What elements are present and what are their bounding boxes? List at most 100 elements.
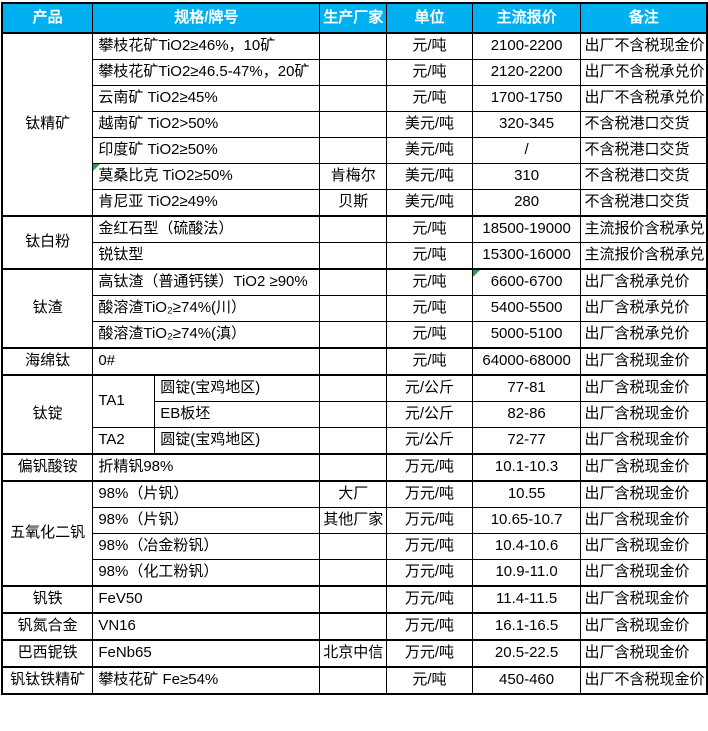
table-row: 98%（化工粉钒） 万元/吨 10.9-11.0 出厂含税现金价 (2, 559, 708, 587)
note-cell: 不含税港口交货 (580, 111, 708, 138)
unit-cell: 美元/吨 (386, 137, 473, 164)
maker-cell (319, 427, 388, 455)
price-cell: 82-86 (471, 401, 582, 428)
spec-cell: 锐钛型 (92, 242, 321, 270)
table-row: 钒钛铁精矿 攀枝花矿 Fe≥54% 元/吨 450-460 出厂不含税现金价 (1, 666, 708, 695)
maker-cell (319, 85, 388, 112)
unit-cell: 万元/吨 (386, 559, 473, 587)
unit-cell: 元/吨 (386, 347, 473, 376)
unit-cell: 元/吨 (386, 215, 473, 243)
note-cell: 出厂含税现金价 (580, 639, 708, 668)
price-cell: 10.55 (471, 480, 582, 508)
price-cell: / (471, 137, 582, 164)
price-cell: 18500-19000 (471, 215, 582, 243)
note-cell: 出厂含税现金价 (580, 612, 708, 641)
table-row: 钛精矿 攀枝花矿TiO2≥46%，10矿 元/吨 2100-2200 出厂不含税现金价 (1, 32, 708, 217)
product-cell: 巴西铌铁 (1, 639, 94, 668)
price-table-body: 钛精矿 攀枝花矿TiO2≥46%，10矿 元/吨 2100-2200 出厂不含税现金价攀… (1, 32, 708, 695)
unit-cell: 元/吨 (386, 59, 473, 86)
spec-cell: 攀枝花矿TiO2≥46.5-47%，20矿 (92, 59, 321, 86)
price-cell: 20.5-22.5 (471, 639, 582, 668)
unit-cell: 元/吨 (386, 85, 473, 112)
maker-cell (319, 533, 388, 560)
unit-cell: 元/公斤 (386, 427, 473, 455)
price-cell: 5000-5100 (471, 321, 582, 349)
maker-cell: 北京中信 (319, 639, 388, 668)
note-cell: 出厂含税现金价 (580, 480, 708, 508)
table-row: 巴西铌铁 FeNb65 北京中信 万元/吨 20.5-22.5 出厂含税现金价 (1, 639, 708, 668)
product-cell: 海绵钛 (1, 347, 94, 376)
price-table: 产品 规格/牌号 生产厂家 单位 主流报价 备注 钛精矿 攀枝花矿TiO2≥46%… (1, 2, 708, 695)
maker-cell (319, 137, 388, 164)
spec-cell: 酸溶渣TiO₂≥74%(川） (92, 295, 321, 322)
maker-cell (319, 666, 388, 695)
note-cell: 出厂不含税承兑价 (580, 59, 708, 86)
note-cell: 出厂含税现金价 (580, 507, 708, 534)
table-row: 钛渣 高钛渣（普通钙镁）TiO2 ≥90% 元/吨 6600-6700 出厂含税承兑价 (1, 268, 708, 349)
price-cell: 11.4-11.5 (471, 585, 582, 614)
unit-cell: 元/吨 (386, 32, 473, 60)
spec-cell: FeV50 (92, 585, 321, 614)
note-cell: 不含税港口交货 (580, 189, 708, 217)
price-cell: 450-460 (471, 666, 582, 695)
table-row: 酸溶渣TiO₂≥74%(川） 元/吨 5400-5500 出厂含税承兑价 (2, 295, 708, 322)
note-cell: 出厂不含税承兑价 (580, 85, 708, 112)
unit-cell: 元/吨 (386, 242, 473, 270)
maker-cell: 大厂 (319, 480, 388, 508)
table-row: 钛白粉 金红石型（硫酸法） 元/吨 18500-19000 主流报价含税承兑 (1, 215, 708, 270)
price-cell: 10.9-11.0 (471, 559, 582, 587)
note-cell: 不含税港口交货 (580, 137, 708, 164)
table-row: 钒铁 FeV50 万元/吨 11.4-11.5 出厂含税现金价 (1, 585, 708, 614)
spec-cell: 肯尼亚 TiO2≥49% (92, 189, 321, 217)
price-cell: 2100-2200 (471, 32, 582, 60)
unit-cell: 万元/吨 (386, 453, 473, 482)
table-row: 海绵钛 0# 元/吨 64000-68000 出厂含税现金价 (1, 347, 708, 376)
spec-cell: 酸溶渣TiO₂≥74%(滇） (92, 321, 321, 349)
maker-cell (319, 295, 388, 322)
table-row: TA2 圆锭(宝鸡地区) 元/公斤 72-77 出厂含税现金价 (2, 427, 708, 455)
product-cell: 钛白粉 (1, 215, 94, 270)
maker-cell: 贝斯 (319, 189, 388, 217)
maker-cell: 其他厂家 (319, 507, 388, 534)
unit-cell: 元/吨 (386, 268, 473, 296)
maker-cell (319, 401, 388, 428)
spec-cell: 攀枝花矿 Fe≥54% (92, 666, 321, 695)
unit-cell: 元/吨 (386, 295, 473, 322)
unit-cell: 美元/吨 (386, 189, 473, 217)
maker-cell (319, 585, 388, 614)
product-cell: 钒铁 (1, 585, 94, 614)
note-cell: 出厂含税现金价 (580, 559, 708, 587)
header-product: 产品 (1, 2, 94, 34)
table-row: 98%（片钒） 其他厂家 万元/吨 10.65-10.7 出厂含税现金价 (2, 507, 708, 534)
note-cell: 出厂含税现金价 (580, 585, 708, 614)
table-row: 锐钛型 元/吨 15300-16000 主流报价含税承兑 (2, 242, 708, 270)
table-row: EB板坯 元/公斤 82-86 出厂含税现金价 (2, 401, 708, 428)
header-note: 备注 (580, 2, 708, 34)
table-row: 云南矿 TiO2≥45% 元/吨 1700-1750 出厂不含税承兑价 (2, 85, 708, 112)
price-cell: 16.1-16.5 (471, 612, 582, 641)
maker-cell (319, 111, 388, 138)
maker-cell (319, 59, 388, 86)
unit-cell: 万元/吨 (386, 639, 473, 668)
product-cell: 钒氮合金 (1, 612, 94, 641)
spec-cell: 圆锭(宝鸡地区) (154, 374, 321, 402)
product-cell: 五氧化二钒 (1, 480, 94, 587)
maker-cell (319, 453, 388, 482)
product-cell: 钒钛铁精矿 (1, 666, 94, 695)
spec-cell: VN16 (92, 612, 321, 641)
maker-cell (319, 321, 388, 349)
unit-cell: 万元/吨 (386, 480, 473, 508)
unit-cell: 万元/吨 (386, 533, 473, 560)
spec-cell: 98%（片钒） (92, 507, 321, 534)
price-cell-with-comment-marker: 6600-6700 (471, 268, 582, 296)
spec-cell: 98%（化工粉钒） (92, 559, 321, 587)
table-row: 钒氮合金 VN16 万元/吨 16.1-16.5 出厂含税现金价 (1, 612, 708, 641)
spec-cell: 0# (92, 347, 321, 376)
spec-cell: 金红石型（硫酸法） (92, 215, 321, 243)
unit-cell: 元/吨 (386, 666, 473, 695)
grade-cell: TA1 (92, 374, 156, 428)
table-row: 肯尼亚 TiO2≥49% 贝斯 美元/吨 280 不含税港口交货 (2, 189, 708, 217)
spec-cell: 云南矿 TiO2≥45% (92, 85, 321, 112)
spec-cell: 98%（片钒） (92, 480, 321, 508)
